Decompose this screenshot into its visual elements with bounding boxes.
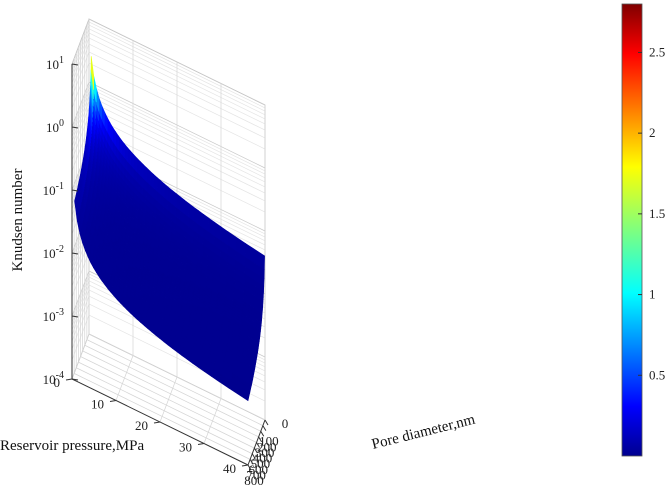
- colorbar-tick-label: 1: [649, 287, 656, 302]
- x-tick-label: 200: [257, 439, 277, 454]
- y-axis-label: Reservoir pressure,MPa: [0, 438, 144, 454]
- colorbar-tick-label: 2.5: [649, 44, 665, 59]
- x-tick-mark: [251, 453, 256, 460]
- x-tick-label: 100: [259, 434, 279, 449]
- z-tick-mark: [71, 126, 79, 129]
- x-tick-label: 500: [251, 456, 271, 471]
- z-tick-mark: [71, 378, 79, 381]
- x-axis-label: Pore diameter,nm: [370, 412, 477, 453]
- x-tick-label: 700: [246, 467, 266, 482]
- surface-patch: [175, 192, 181, 211]
- y-tick-mark: [109, 400, 117, 402]
- colorbar: 0.5 1 1.5 2 2.5: [621, 3, 665, 457]
- y-floor-gridline: [115, 355, 134, 401]
- y-tick-mark: [197, 443, 205, 445]
- y-floor-gridline: [71, 333, 90, 380]
- y-tick-label: 0: [54, 375, 61, 390]
- surface-patch: [179, 196, 186, 215]
- y-tick-mark: [65, 378, 73, 381]
- z-tick-label: 10-1: [43, 181, 64, 198]
- surface-patch: [133, 154, 138, 173]
- surface-patch: [153, 173, 158, 192]
- z-tick-mark: [71, 252, 79, 255]
- z-tick-label: 10-3: [43, 307, 64, 324]
- y-floor-gridline: [159, 376, 178, 423]
- surface-patch: [146, 167, 151, 186]
- z-axis-label: Knudsen number: [10, 169, 26, 272]
- colorbar-tick-label: 2: [649, 125, 656, 140]
- colorbar-scale: [621, 3, 643, 457]
- surface-patch: [171, 189, 177, 208]
- x-tick-label: 600: [249, 462, 269, 477]
- surface-patch: [167, 186, 173, 205]
- y-tick-label: 20: [135, 418, 148, 433]
- surface-patch: [127, 147, 132, 166]
- surface-patch: [163, 183, 169, 202]
- surface-patch: [160, 180, 165, 198]
- x-tick-label: 400: [253, 451, 273, 466]
- x-tick-label: 800: [244, 473, 264, 488]
- z-tick-mark: [71, 63, 79, 66]
- colorbar-tick-label: 1.5: [649, 206, 665, 221]
- z-tick-label: 10-2: [43, 244, 64, 261]
- surface-patch: [149, 170, 155, 189]
- surface-patch: [184, 199, 190, 218]
- z-tick-mark: [71, 315, 79, 318]
- x-tick-mark: [256, 442, 260, 448]
- x-tick-mark: [262, 425, 267, 431]
- z-tick-label: 101: [46, 55, 64, 72]
- surface-patch: [130, 150, 135, 169]
- surface-patch: [156, 176, 162, 195]
- y-tick-label: 10: [91, 397, 104, 412]
- x-tick-mark: [260, 430, 265, 437]
- x-tick-label: 0: [282, 416, 289, 431]
- x-tick-mark: [247, 464, 252, 471]
- surface-patch: [90, 56, 95, 90]
- x-tick-mark: [253, 447, 258, 454]
- y-tick-label: 40: [223, 461, 236, 476]
- y-tick-mark: [153, 421, 161, 424]
- x-tick-mark: [258, 436, 263, 443]
- knudsen-surface: [74, 56, 265, 402]
- colorbar-tick-label: 0.5: [649, 367, 665, 382]
- z-tick-mark: [71, 189, 79, 192]
- y-tick-mark: [241, 464, 249, 467]
- z-tick-label: 100: [46, 118, 64, 135]
- x-tick-mark: [249, 459, 254, 465]
- y-tick-label: 30: [179, 440, 192, 455]
- x-tick-label: 300: [255, 445, 275, 460]
- x-tick-mark: [264, 419, 269, 426]
- y-floor-gridline: [203, 398, 222, 444]
